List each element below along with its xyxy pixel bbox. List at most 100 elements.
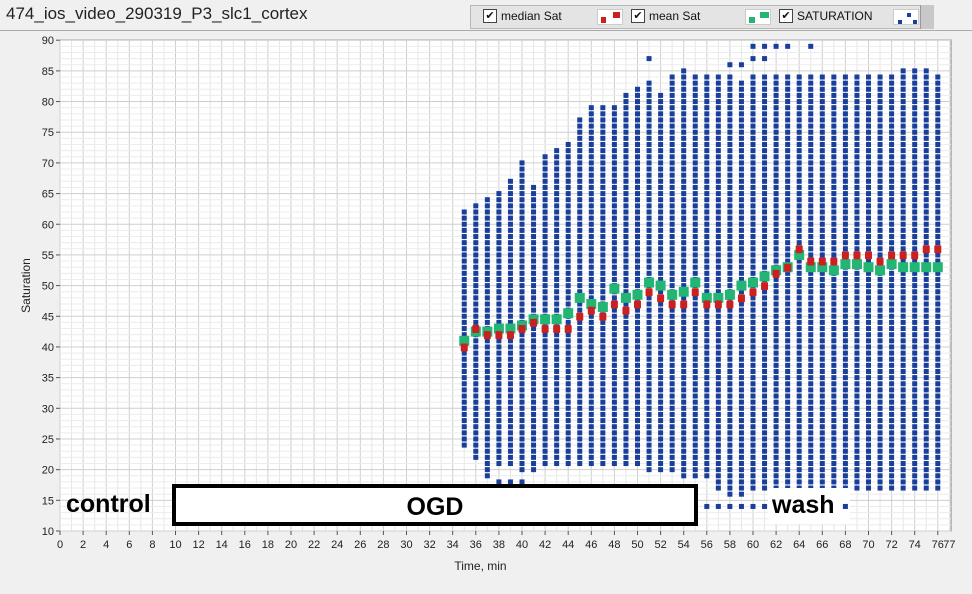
median-sat-checkbox[interactable]: ✔ bbox=[483, 9, 497, 23]
saturation-point bbox=[542, 430, 548, 436]
saturation-point bbox=[646, 240, 652, 246]
saturation-point bbox=[750, 234, 756, 240]
saturation-point bbox=[842, 270, 848, 276]
saturation-point bbox=[912, 215, 918, 221]
saturation-point bbox=[785, 473, 791, 479]
saturation-point bbox=[496, 276, 502, 282]
saturation-point bbox=[600, 350, 606, 356]
saturation-point bbox=[542, 301, 548, 307]
saturation-point bbox=[542, 307, 548, 313]
saturation-point bbox=[796, 178, 802, 184]
saturation-point bbox=[877, 184, 883, 190]
saturation-point bbox=[773, 178, 779, 184]
saturation-point bbox=[912, 221, 918, 227]
saturation-point bbox=[923, 105, 929, 111]
saturation-point bbox=[507, 381, 513, 387]
saturation-point bbox=[611, 148, 617, 154]
saturation-point bbox=[669, 227, 675, 233]
saturation-point bbox=[681, 221, 687, 227]
saturation-point bbox=[461, 442, 467, 448]
saturation-point bbox=[796, 344, 802, 350]
saturation-point bbox=[762, 418, 768, 424]
saturation-point bbox=[727, 129, 733, 135]
saturation-point bbox=[715, 276, 721, 282]
saturation-point bbox=[900, 448, 906, 454]
saturation-point bbox=[900, 129, 906, 135]
saturation-point bbox=[715, 252, 721, 258]
saturation-point bbox=[588, 191, 594, 197]
saturation-point bbox=[889, 283, 895, 289]
saturation-point bbox=[854, 405, 860, 411]
saturation-point bbox=[773, 240, 779, 246]
saturation-point bbox=[519, 344, 525, 350]
saturation-point bbox=[611, 362, 617, 368]
saturation-point bbox=[877, 172, 883, 178]
saturation-point bbox=[762, 442, 768, 448]
saturation-point bbox=[623, 135, 629, 141]
saturation-point bbox=[646, 436, 652, 442]
saturation-point bbox=[727, 399, 733, 405]
saturation-point bbox=[531, 203, 537, 209]
saturation-point bbox=[785, 356, 791, 362]
saturation-point bbox=[866, 74, 871, 80]
saturation-point bbox=[900, 117, 906, 123]
saturation-point bbox=[738, 117, 744, 123]
saturation-point bbox=[554, 350, 560, 356]
saturation-point bbox=[750, 270, 756, 276]
saturation-point bbox=[519, 172, 525, 178]
saturation-point bbox=[773, 234, 779, 240]
saturation-point bbox=[727, 368, 733, 374]
saturation-point bbox=[877, 326, 883, 332]
saturation-point bbox=[496, 405, 502, 411]
saturation-point bbox=[473, 393, 479, 399]
mean-sat-label: mean Sat bbox=[649, 9, 701, 23]
mean-sat-checkbox[interactable]: ✔ bbox=[631, 9, 645, 23]
saturation-point bbox=[773, 148, 779, 154]
saturation-point bbox=[912, 387, 918, 393]
saturation-point bbox=[600, 436, 606, 442]
saturation-point bbox=[935, 270, 941, 276]
saturation-point bbox=[854, 381, 860, 387]
saturation-point bbox=[727, 227, 733, 233]
saturation-point bbox=[588, 221, 594, 227]
saturation-point bbox=[796, 332, 802, 338]
saturation-point bbox=[935, 473, 941, 479]
saturation-point bbox=[611, 264, 617, 270]
saturation-point bbox=[554, 411, 560, 417]
saturation-point bbox=[900, 234, 906, 240]
saturation-point bbox=[715, 135, 721, 141]
saturation-checkbox[interactable]: ✔ bbox=[779, 9, 793, 23]
saturation-point bbox=[658, 313, 664, 319]
saturation-point bbox=[900, 485, 906, 491]
saturation-point bbox=[715, 319, 721, 325]
saturation-point bbox=[773, 332, 779, 338]
saturation-point bbox=[542, 442, 548, 448]
saturation-point bbox=[542, 240, 548, 246]
saturation-point bbox=[819, 295, 825, 301]
saturation-point bbox=[669, 454, 675, 460]
saturation-point bbox=[923, 203, 929, 209]
saturation-point bbox=[496, 479, 502, 485]
saturation-point bbox=[715, 479, 721, 485]
saturation-point bbox=[923, 454, 929, 460]
saturation-point bbox=[808, 129, 814, 135]
saturation-point bbox=[635, 448, 640, 454]
saturation-point bbox=[877, 319, 883, 325]
saturation-point bbox=[785, 405, 791, 411]
saturation-point bbox=[819, 381, 825, 387]
median-sat-point bbox=[634, 300, 641, 309]
saturation-point bbox=[889, 387, 895, 393]
window-title: 474_ios_video_290319_P3_slc1_cortex bbox=[6, 4, 308, 23]
saturation-point bbox=[773, 301, 779, 307]
saturation-point bbox=[554, 154, 560, 160]
saturation-point bbox=[889, 74, 895, 80]
saturation-point bbox=[496, 356, 502, 362]
x-tick-label: 76 bbox=[932, 539, 944, 551]
saturation-point bbox=[531, 418, 537, 424]
saturation-point bbox=[507, 356, 513, 362]
saturation-point bbox=[796, 215, 802, 221]
saturation-point bbox=[692, 172, 698, 178]
saturation-point bbox=[600, 178, 606, 184]
saturation-point bbox=[484, 411, 490, 417]
saturation-point bbox=[923, 80, 929, 86]
